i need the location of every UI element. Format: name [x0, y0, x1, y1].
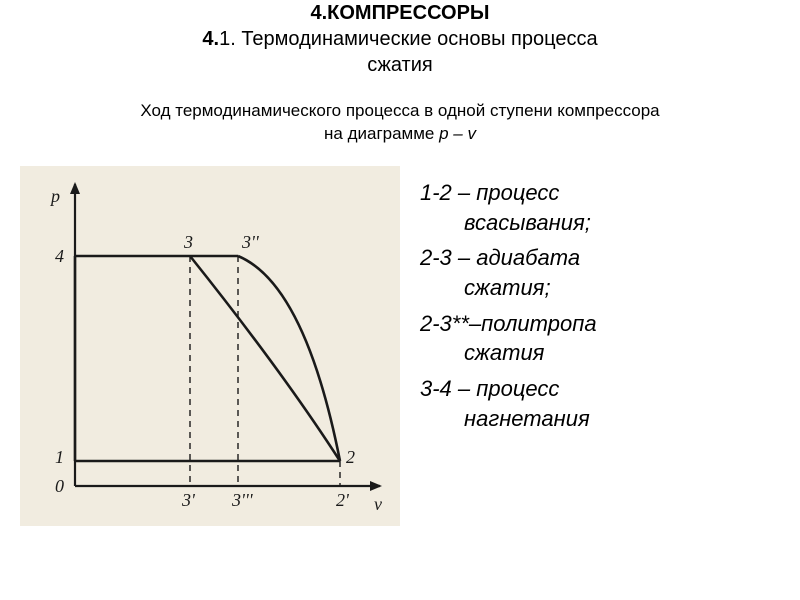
header-subtitle-rest: 1. Термодинамические основы процесса	[219, 28, 598, 50]
legend-lead: 2-3**–политропа	[420, 311, 597, 336]
legend-item-1-2: 1-2 – процесс всасывания;	[420, 178, 776, 237]
svg-text:3: 3	[183, 232, 193, 252]
svg-text:3': 3'	[181, 490, 196, 510]
svg-text:4: 4	[55, 246, 64, 266]
caption-pv: p – v	[439, 124, 476, 143]
legend-hang: всасывания;	[420, 208, 776, 238]
legend-item-2-3: 2-3 – адиабата сжатия;	[420, 243, 776, 302]
header-subtitle-bold: 4.	[202, 28, 219, 50]
legend-hang: нагнетания	[420, 404, 776, 434]
legend-lead: 1-2 – процесс	[420, 180, 559, 205]
header-title-prefix: 4.КОМПРЕССОРЫ	[310, 2, 489, 24]
legend: 1-2 – процесс всасывания; 2-3 – адиабата…	[420, 166, 800, 440]
header-subtitle-line2: сжатия	[40, 52, 760, 78]
legend-item-2-3dbl: 2-3**–политропа сжатия	[420, 309, 776, 368]
svg-text:p: p	[49, 186, 60, 206]
svg-text:3''': 3'''	[231, 490, 254, 510]
svg-text:1: 1	[55, 447, 64, 467]
caption-line2-pre: на диаграмме	[324, 124, 439, 143]
legend-lead: 2-3 – адиабата	[420, 245, 580, 270]
legend-item-3-4: 3-4 – процесс нагнетания	[420, 374, 776, 433]
caption: Ход термодинамического процесса в одной …	[0, 100, 800, 146]
pv-diagram: p v 0 1 4 3 3'' 2 3' 3''' 2'	[20, 166, 400, 526]
legend-hang: сжатия	[420, 338, 776, 368]
svg-text:3'': 3''	[241, 232, 260, 252]
svg-text:0: 0	[55, 476, 64, 496]
svg-text:v: v	[374, 494, 382, 514]
caption-line1: Ход термодинамического процесса в одной …	[140, 101, 659, 120]
svg-text:2': 2'	[336, 490, 350, 510]
svg-text:2: 2	[346, 447, 355, 467]
legend-lead: 3-4 – процесс	[420, 376, 559, 401]
legend-hang: сжатия;	[420, 273, 776, 303]
